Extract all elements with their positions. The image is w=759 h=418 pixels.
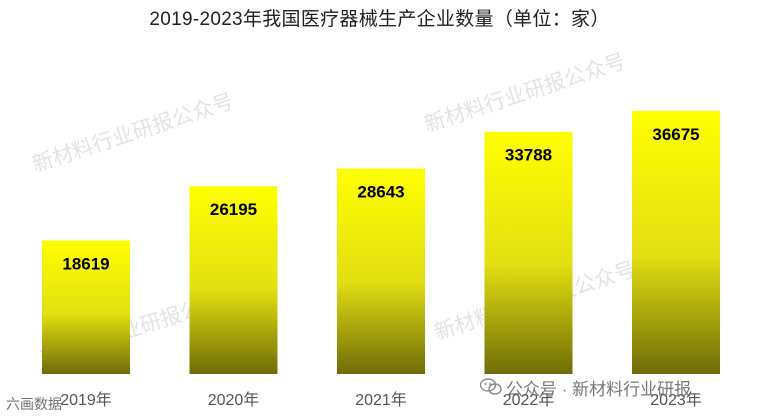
chart-title: 2019-2023年我国医疗器械生产企业数量（单位：家）: [149, 9, 610, 30]
bar-2: [337, 168, 425, 374]
footer-source-text: 公众号 · 新材料行业研报: [506, 380, 692, 399]
bar-1: [189, 186, 278, 374]
x-tick-label-4: 2023年: [650, 391, 702, 409]
x-tick-label-2: 2021年: [355, 391, 407, 409]
bar-4: [632, 111, 720, 374]
bar-3: [484, 131, 573, 374]
data-label-1: 26195: [210, 200, 257, 219]
x-tick-label-0: 2019年: [60, 391, 112, 409]
wechat-icon: [480, 378, 502, 395]
data-label-2: 28643: [357, 183, 404, 202]
data-label-3: 33788: [505, 146, 552, 165]
corner-logo: 六画数据: [6, 396, 62, 412]
data-label-0: 18619: [62, 254, 109, 273]
x-tick-label-3: 2022年: [503, 391, 555, 409]
x-tick-label-1: 2020年: [208, 391, 260, 409]
data-label-4: 36675: [652, 125, 699, 144]
bar-0: [42, 240, 130, 374]
